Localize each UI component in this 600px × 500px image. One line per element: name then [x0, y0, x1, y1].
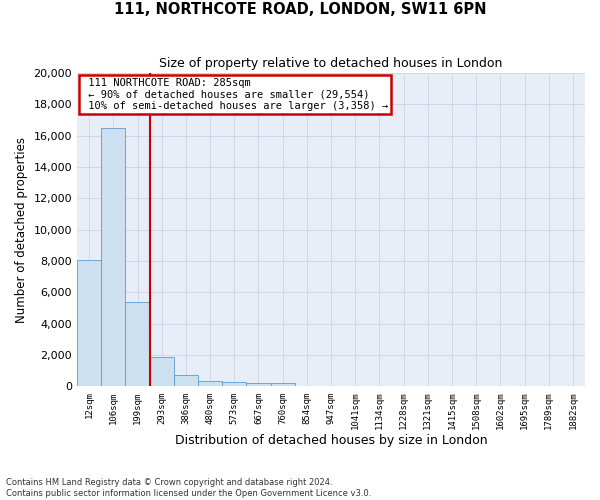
Bar — [198, 381, 222, 386]
Text: 111 NORTHCOTE ROAD: 285sqm
 ← 90% of detached houses are smaller (29,554)
 10% o: 111 NORTHCOTE ROAD: 285sqm ← 90% of deta… — [82, 78, 388, 111]
Y-axis label: Number of detached properties: Number of detached properties — [15, 137, 28, 323]
Text: Contains HM Land Registry data © Crown copyright and database right 2024.
Contai: Contains HM Land Registry data © Crown c… — [6, 478, 371, 498]
Bar — [174, 374, 198, 386]
Bar — [149, 358, 174, 386]
Bar — [77, 260, 101, 386]
Bar — [125, 302, 149, 386]
Bar — [247, 383, 271, 386]
Bar — [222, 382, 247, 386]
Bar — [271, 383, 295, 386]
Bar — [101, 128, 125, 386]
Text: 111, NORTHCOTE ROAD, LONDON, SW11 6PN: 111, NORTHCOTE ROAD, LONDON, SW11 6PN — [114, 2, 486, 18]
X-axis label: Distribution of detached houses by size in London: Distribution of detached houses by size … — [175, 434, 487, 448]
Title: Size of property relative to detached houses in London: Size of property relative to detached ho… — [160, 58, 503, 70]
